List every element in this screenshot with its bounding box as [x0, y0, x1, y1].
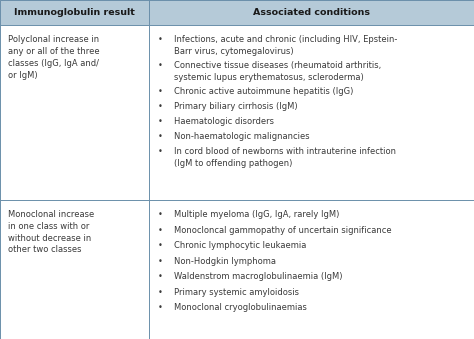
- Text: Primary systemic amyloidosis: Primary systemic amyloidosis: [174, 287, 300, 297]
- Text: •: •: [158, 133, 163, 141]
- Bar: [0, 0, 149, 25]
- Text: In cord blood of newborns with intrauterine infection
(IgM to offending pathogen: In cord blood of newborns with intrauter…: [174, 147, 396, 167]
- Text: Primary biliary cirrhosis (IgM): Primary biliary cirrhosis (IgM): [174, 102, 298, 112]
- Text: Waldenstrom macroglobulinaemia (IgM): Waldenstrom macroglobulinaemia (IgM): [174, 272, 343, 281]
- Text: •: •: [158, 210, 163, 219]
- Text: •: •: [158, 303, 163, 312]
- Text: •: •: [158, 225, 163, 235]
- Text: Monocloncal gammopathy of uncertain significance: Monocloncal gammopathy of uncertain sign…: [174, 225, 392, 235]
- Text: Monoclonal increase
in one class with or
without decrease in
other two classes: Monoclonal increase in one class with or…: [9, 210, 95, 254]
- Text: •: •: [158, 117, 163, 126]
- Bar: [149, 0, 474, 25]
- Text: Infections, acute and chronic (including HIV, Epstein-
Barr virus, cytomegalovir: Infections, acute and chronic (including…: [174, 35, 398, 56]
- Text: Chronic active autoimmune hepatitis (IgG): Chronic active autoimmune hepatitis (IgG…: [174, 87, 354, 96]
- Text: •: •: [158, 102, 163, 112]
- Text: Multiple myeloma (IgG, IgA, rarely IgM): Multiple myeloma (IgG, IgA, rarely IgM): [174, 210, 340, 219]
- Text: •: •: [158, 61, 163, 71]
- Text: Non-haematologic malignancies: Non-haematologic malignancies: [174, 133, 310, 141]
- Text: Chronic lymphocytic leukaemia: Chronic lymphocytic leukaemia: [174, 241, 307, 250]
- Text: •: •: [158, 241, 163, 250]
- Text: •: •: [158, 35, 163, 44]
- Text: Polyclonal increase in
any or all of the three
classes (IgG, IgA and/
or IgM): Polyclonal increase in any or all of the…: [9, 35, 100, 80]
- Text: •: •: [158, 87, 163, 96]
- Text: Non-Hodgkin lymphoma: Non-Hodgkin lymphoma: [174, 257, 276, 265]
- Text: •: •: [158, 147, 163, 156]
- Text: Associated conditions: Associated conditions: [253, 8, 370, 17]
- Text: •: •: [158, 287, 163, 297]
- Bar: [0, 200, 474, 339]
- Text: •: •: [158, 272, 163, 281]
- Text: Connective tissue diseases (rheumatoid arthritis,
systemic lupus erythematosus, : Connective tissue diseases (rheumatoid a…: [174, 61, 382, 81]
- Text: Immunoglobulin result: Immunoglobulin result: [14, 8, 135, 17]
- Text: •: •: [158, 257, 163, 265]
- Text: Monoclonal cryoglobulinaemias: Monoclonal cryoglobulinaemias: [174, 303, 307, 312]
- Bar: [0, 25, 474, 200]
- Text: Haematologic disorders: Haematologic disorders: [174, 117, 274, 126]
